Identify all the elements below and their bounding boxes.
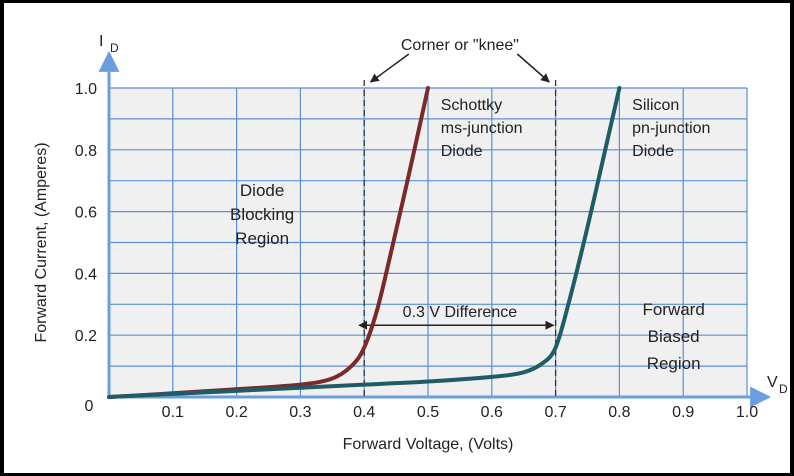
schottky-label: Diode xyxy=(441,143,483,160)
forward-region-label: Region xyxy=(647,354,701,373)
y-tick-label: 0.6 xyxy=(75,205,97,222)
blocking-region-label: Diode xyxy=(240,181,284,200)
chart-frame: I D V D 0.1 0.2 0.3 0.4 0.5 0.6 0.7 0.8 0.9 1.0 0.2 0.4… xyxy=(4,3,790,473)
x-tick-label: 0.9 xyxy=(672,404,694,421)
y-axis-symbol: I xyxy=(99,33,103,50)
y-axis-title: Forward Current, (Amperes) xyxy=(33,142,50,342)
silicon-curve xyxy=(107,86,622,399)
y-tick-label: 1.0 xyxy=(75,81,97,98)
x-axis-symbol: V xyxy=(767,374,778,391)
y-tick-label: 0.8 xyxy=(75,143,97,160)
diode-iv-chart: I DV D0.1 0.2 0.3 0.4 0.5 0.6 0.7 0.8 0.9 1.00.20.4… xyxy=(33,33,788,453)
silicon-label: Silicon xyxy=(632,97,679,114)
origin-label: 0 xyxy=(85,398,94,415)
knee-arrow-left xyxy=(369,53,410,83)
x-tick-label: 0.4 xyxy=(353,404,375,421)
difference-label: 0.3 V Difference xyxy=(403,304,518,321)
y-tick-label: 0.2 xyxy=(75,328,97,345)
x-tick-label: 1.0 xyxy=(736,404,758,421)
schottky-label: Schottky xyxy=(441,97,502,114)
forward-region-label: Biased xyxy=(648,327,700,346)
x-tick-label: 0.7 xyxy=(544,404,566,421)
x-tick-label: 0.2 xyxy=(225,404,247,421)
y-tick-label: 0.4 xyxy=(75,266,97,283)
x-tick-label: 0.6 xyxy=(481,404,503,421)
forward-region-label: Forward xyxy=(642,300,704,319)
silicon-label: pn-junction xyxy=(632,120,710,137)
schottky-label: ms-junction xyxy=(441,120,523,137)
x-tick-label: 0.8 xyxy=(608,404,630,421)
x-tick-label: 0.1 xyxy=(162,404,184,421)
x-axis-subscript: D xyxy=(779,382,788,396)
silicon-label: Diode xyxy=(632,143,674,160)
knee-arrow-right xyxy=(516,53,550,83)
y-axis-subscript: D xyxy=(110,41,119,55)
knee-label: Corner or "knee" xyxy=(401,37,519,54)
blocking-region-label: Region xyxy=(235,229,289,248)
x-tick-label: 0.5 xyxy=(417,404,439,421)
x-axis-title: Forward Voltage, (Volts) xyxy=(343,436,514,453)
blocking-region-label: Blocking xyxy=(230,205,294,224)
x-tick-label: 0.3 xyxy=(289,404,311,421)
